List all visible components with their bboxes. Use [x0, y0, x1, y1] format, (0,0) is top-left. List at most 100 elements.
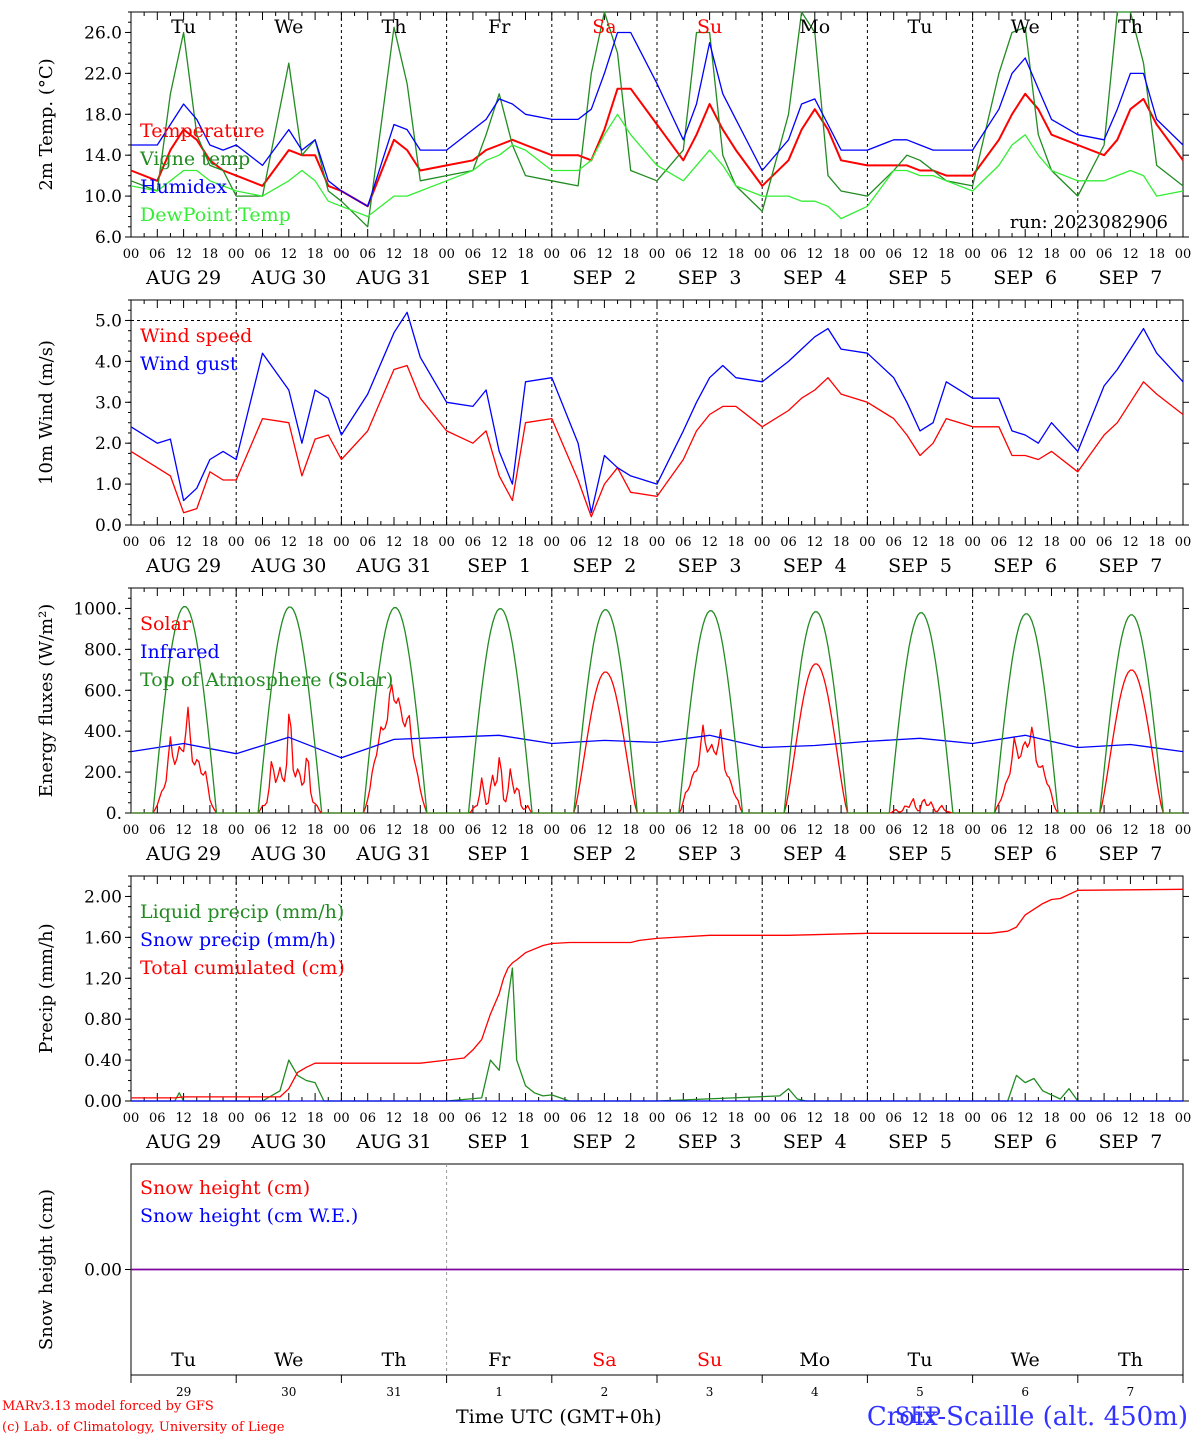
hour-tick-label: 06 — [465, 823, 482, 838]
weekday-label: Sa — [592, 1349, 616, 1371]
weekday-label: Th — [1118, 1349, 1143, 1371]
snow-day-number: 29 — [176, 1385, 191, 1399]
date-label: SEP 5 — [888, 843, 952, 865]
hour-tick-label: 12 — [281, 823, 298, 838]
series-vigne-temp — [130, 11, 1184, 228]
hour-tick-label: 18 — [202, 247, 219, 262]
hour-tick-label: 06 — [254, 535, 271, 550]
date-label: AUG 29 — [145, 555, 221, 577]
hour-tick-label: 12 — [912, 247, 929, 262]
hour-tick-label: 06 — [1096, 535, 1113, 550]
weekday-label: Su — [697, 1349, 722, 1371]
weekday-label: Tu — [908, 16, 933, 38]
panel-3: 0. 200. 400. 600. 800. 1000. Energy fluxes (W/… — [36, 587, 1191, 865]
hour-tick-label: 00 — [438, 1111, 455, 1126]
hour-tick-label: 06 — [991, 823, 1008, 838]
date-label: SEP 6 — [993, 843, 1057, 865]
hour-tick-label: 00 — [228, 823, 245, 838]
panel-1: 6.0 10.0 14.0 18.0 22.0 26.0 2m Temp. (°C) Temp… — [36, 11, 1191, 289]
hour-tick-label: 06 — [254, 1111, 271, 1126]
series-wind-gust — [130, 311, 1184, 514]
hour-tick-label: 12 — [912, 823, 929, 838]
hour-tick-label: 06 — [254, 247, 271, 262]
hour-tick-label: 00 — [649, 535, 666, 550]
date-label: AUG 29 — [145, 1131, 221, 1153]
hour-tick-label: 00 — [123, 823, 140, 838]
date-label: SEP 2 — [572, 843, 636, 865]
hour-tick-label: 18 — [833, 247, 850, 262]
hour-tick-label: 06 — [570, 823, 587, 838]
hour-tick-label: 00 — [859, 535, 876, 550]
y-tick-label: 5.0 — [95, 311, 122, 331]
hour-tick-label: 06 — [359, 535, 376, 550]
y-tick-label: 600. — [84, 681, 122, 701]
hour-tick-label: 12 — [701, 535, 718, 550]
hour-tick-label: 12 — [386, 247, 403, 262]
legend-entry: Top of Atmosphere (Solar) — [140, 669, 393, 691]
hour-tick-label: 06 — [991, 247, 1008, 262]
hour-tick-label: 06 — [149, 247, 166, 262]
hour-tick-label: 00 — [964, 535, 981, 550]
y-tick-label: 0.40 — [84, 1051, 122, 1071]
hour-tick-label: 12 — [1122, 535, 1139, 550]
station-name: Croix-Scaille (alt. 450m) — [866, 1402, 1188, 1432]
legend-entry: Solar — [140, 613, 192, 635]
y-tick-label: 0.00 — [84, 1261, 122, 1281]
hour-tick-label: 00 — [649, 823, 666, 838]
date-label: SEP 3 — [678, 267, 742, 289]
hour-tick-label: 06 — [359, 823, 376, 838]
date-label: SEP 7 — [1098, 843, 1162, 865]
hour-tick-label: 06 — [1096, 1111, 1113, 1126]
date-label: SEP 5 — [888, 1131, 952, 1153]
time-axis-label: Time UTC (GMT+0h) — [456, 1406, 662, 1428]
hour-tick-label: 00 — [228, 535, 245, 550]
hour-tick-label: 06 — [885, 1111, 902, 1126]
weekday-label: Th — [382, 1349, 407, 1371]
hour-tick-label: 06 — [780, 1111, 797, 1126]
snow-day-number: 30 — [281, 1385, 296, 1399]
hour-tick-label: 18 — [517, 823, 534, 838]
weekday-label: We — [1011, 16, 1040, 38]
hour-tick-label: 06 — [570, 1111, 587, 1126]
snow-day-number: 4 — [811, 1385, 819, 1399]
legend-entry: Infrared — [140, 641, 220, 663]
hour-tick-label: 00 — [438, 823, 455, 838]
hour-tick-label: 18 — [202, 535, 219, 550]
hour-tick-label: 12 — [596, 1111, 613, 1126]
weekday-label: Th — [1118, 16, 1143, 38]
panel-frame — [130, 587, 1184, 814]
model-credit: MARv3.13 model forced by GFS — [2, 1399, 214, 1414]
weekday-label: Th — [382, 16, 407, 38]
hour-tick-label: 12 — [386, 823, 403, 838]
date-label: SEP 5 — [888, 555, 952, 577]
hour-tick-label: 18 — [307, 823, 324, 838]
y-tick-label: 14.0 — [84, 146, 122, 166]
hour-tick-label: 18 — [1043, 1111, 1060, 1126]
hour-tick-label: 18 — [938, 823, 955, 838]
hour-tick-label: 00 — [123, 535, 140, 550]
hour-tick-label: 18 — [938, 247, 955, 262]
hour-tick-label: 18 — [938, 1111, 955, 1126]
date-label: SEP 3 — [678, 555, 742, 577]
hour-tick-label: 12 — [1017, 1111, 1034, 1126]
date-label: SEP 4 — [783, 1131, 847, 1153]
legend-entry: Wind gust — [140, 353, 238, 375]
hour-tick-label: 06 — [780, 535, 797, 550]
y-axis-label: Snow height (cm) — [36, 1189, 57, 1350]
legend-entry: Snow height (cm) — [140, 1177, 310, 1199]
panel-5: 0.00 Snow height (cm) Snow height (cm) Snow… — [36, 1163, 1189, 1429]
hour-tick-label: 00 — [544, 1111, 561, 1126]
date-label: SEP 5 — [888, 267, 952, 289]
series-liquid-precip-mm-h — [131, 967, 1183, 1102]
hour-tick-label: 00 — [123, 247, 140, 262]
date-label: AUG 29 — [145, 267, 221, 289]
y-tick-label: 6.0 — [95, 228, 122, 248]
date-label: SEP 4 — [783, 267, 847, 289]
date-label: SEP 7 — [1098, 1131, 1162, 1153]
hour-tick-label: 18 — [833, 1111, 850, 1126]
hour-tick-label: 00 — [754, 1111, 771, 1126]
legend-entry: DewPoint Temp — [140, 204, 291, 226]
snow-day-number: 1 — [495, 1385, 503, 1399]
hour-tick-label: 18 — [517, 535, 534, 550]
date-label: SEP 2 — [572, 267, 636, 289]
